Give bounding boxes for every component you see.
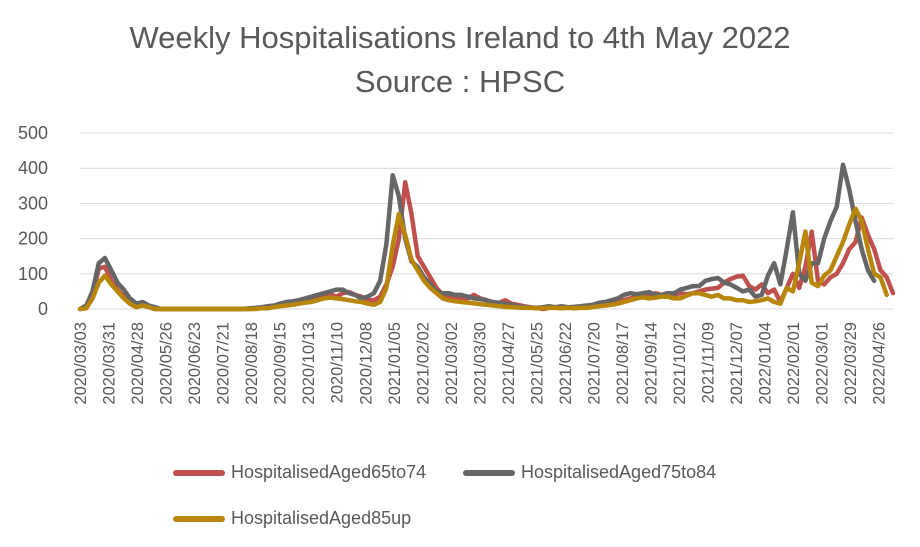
x-tick-label: 2021/02/02 (414, 322, 432, 405)
x-tick-label: 2021/09/14 (643, 322, 661, 405)
x-tick-label: 2021/04/27 (500, 322, 518, 405)
x-tick-label: 2021/03/30 (471, 322, 489, 405)
x-tick-label: 2021/06/22 (557, 322, 575, 405)
y-tick-label: 200 (18, 229, 48, 249)
x-tick-label: 2020/04/28 (129, 322, 147, 405)
chart-subtitle: Source : HPSC (354, 64, 566, 99)
x-tick-label: 2020/06/23 (186, 322, 204, 405)
x-tick-label: 2021/03/02 (443, 322, 461, 405)
x-tick-label: 2021/12/07 (728, 322, 746, 405)
legend-item-65to74: HospitalisedAged65to74 (173, 462, 426, 483)
x-tick-label: 2020/08/18 (243, 322, 261, 405)
x-tick-label: 2022/03/01 (814, 322, 832, 405)
x-tick-label: 2021/05/25 (528, 322, 546, 405)
legend-label-75to84: HospitalisedAged75to84 (521, 462, 717, 482)
legend-item-85up: HospitalisedAged85up (173, 508, 411, 529)
x-tick-label: 2020/11/10 (329, 322, 347, 403)
y-tick-label: 300 (18, 193, 48, 213)
x-tick-label: 2020/10/13 (300, 322, 318, 405)
series-line-HospitalisedAged85up (77, 206, 889, 312)
y-tick-label: 400 (18, 158, 48, 178)
legend-swatch-65to74 (173, 469, 225, 476)
x-tick-label: 2020/03/03 (72, 322, 90, 405)
x-tick-label: 2021/07/20 (585, 322, 603, 405)
x-tick-label: 2021/11/09 (700, 322, 718, 403)
x-tick-label: 2020/05/26 (158, 322, 176, 405)
legend-item-75to84: HospitalisedAged75to84 (463, 462, 716, 483)
x-tick-label: 2021/10/12 (671, 322, 689, 405)
legend-label-85up: HospitalisedAged85up (231, 508, 412, 528)
y-tick-label: 500 (18, 123, 48, 143)
x-tick-label: 2022/01/04 (757, 322, 775, 405)
x-tick-label: 2021/01/05 (386, 322, 404, 405)
y-tick-label: 0 (38, 299, 48, 319)
chart-title: Weekly Hospitalisations Ireland to 4th M… (129, 20, 791, 55)
x-tick-label: 2020/07/21 (215, 322, 233, 405)
x-tick-label: 2022/03/29 (842, 322, 860, 405)
legend-swatch-85up (173, 515, 225, 522)
x-tick-label: 2022/02/01 (785, 322, 803, 405)
x-tick-label: 2022/04/26 (871, 322, 889, 405)
x-tick-label: 2021/08/17 (614, 322, 632, 405)
x-tick-label: 2020/12/08 (357, 322, 375, 405)
legend-label-65to74: HospitalisedAged65to74 (231, 462, 427, 482)
x-tick-label: 2020/03/31 (101, 322, 119, 405)
x-tick-label: 2020/09/15 (272, 322, 290, 405)
y-tick-label: 100 (18, 264, 48, 284)
legend-swatch-75to84 (463, 469, 515, 476)
series-line-HospitalisedAged65to74 (77, 180, 896, 312)
